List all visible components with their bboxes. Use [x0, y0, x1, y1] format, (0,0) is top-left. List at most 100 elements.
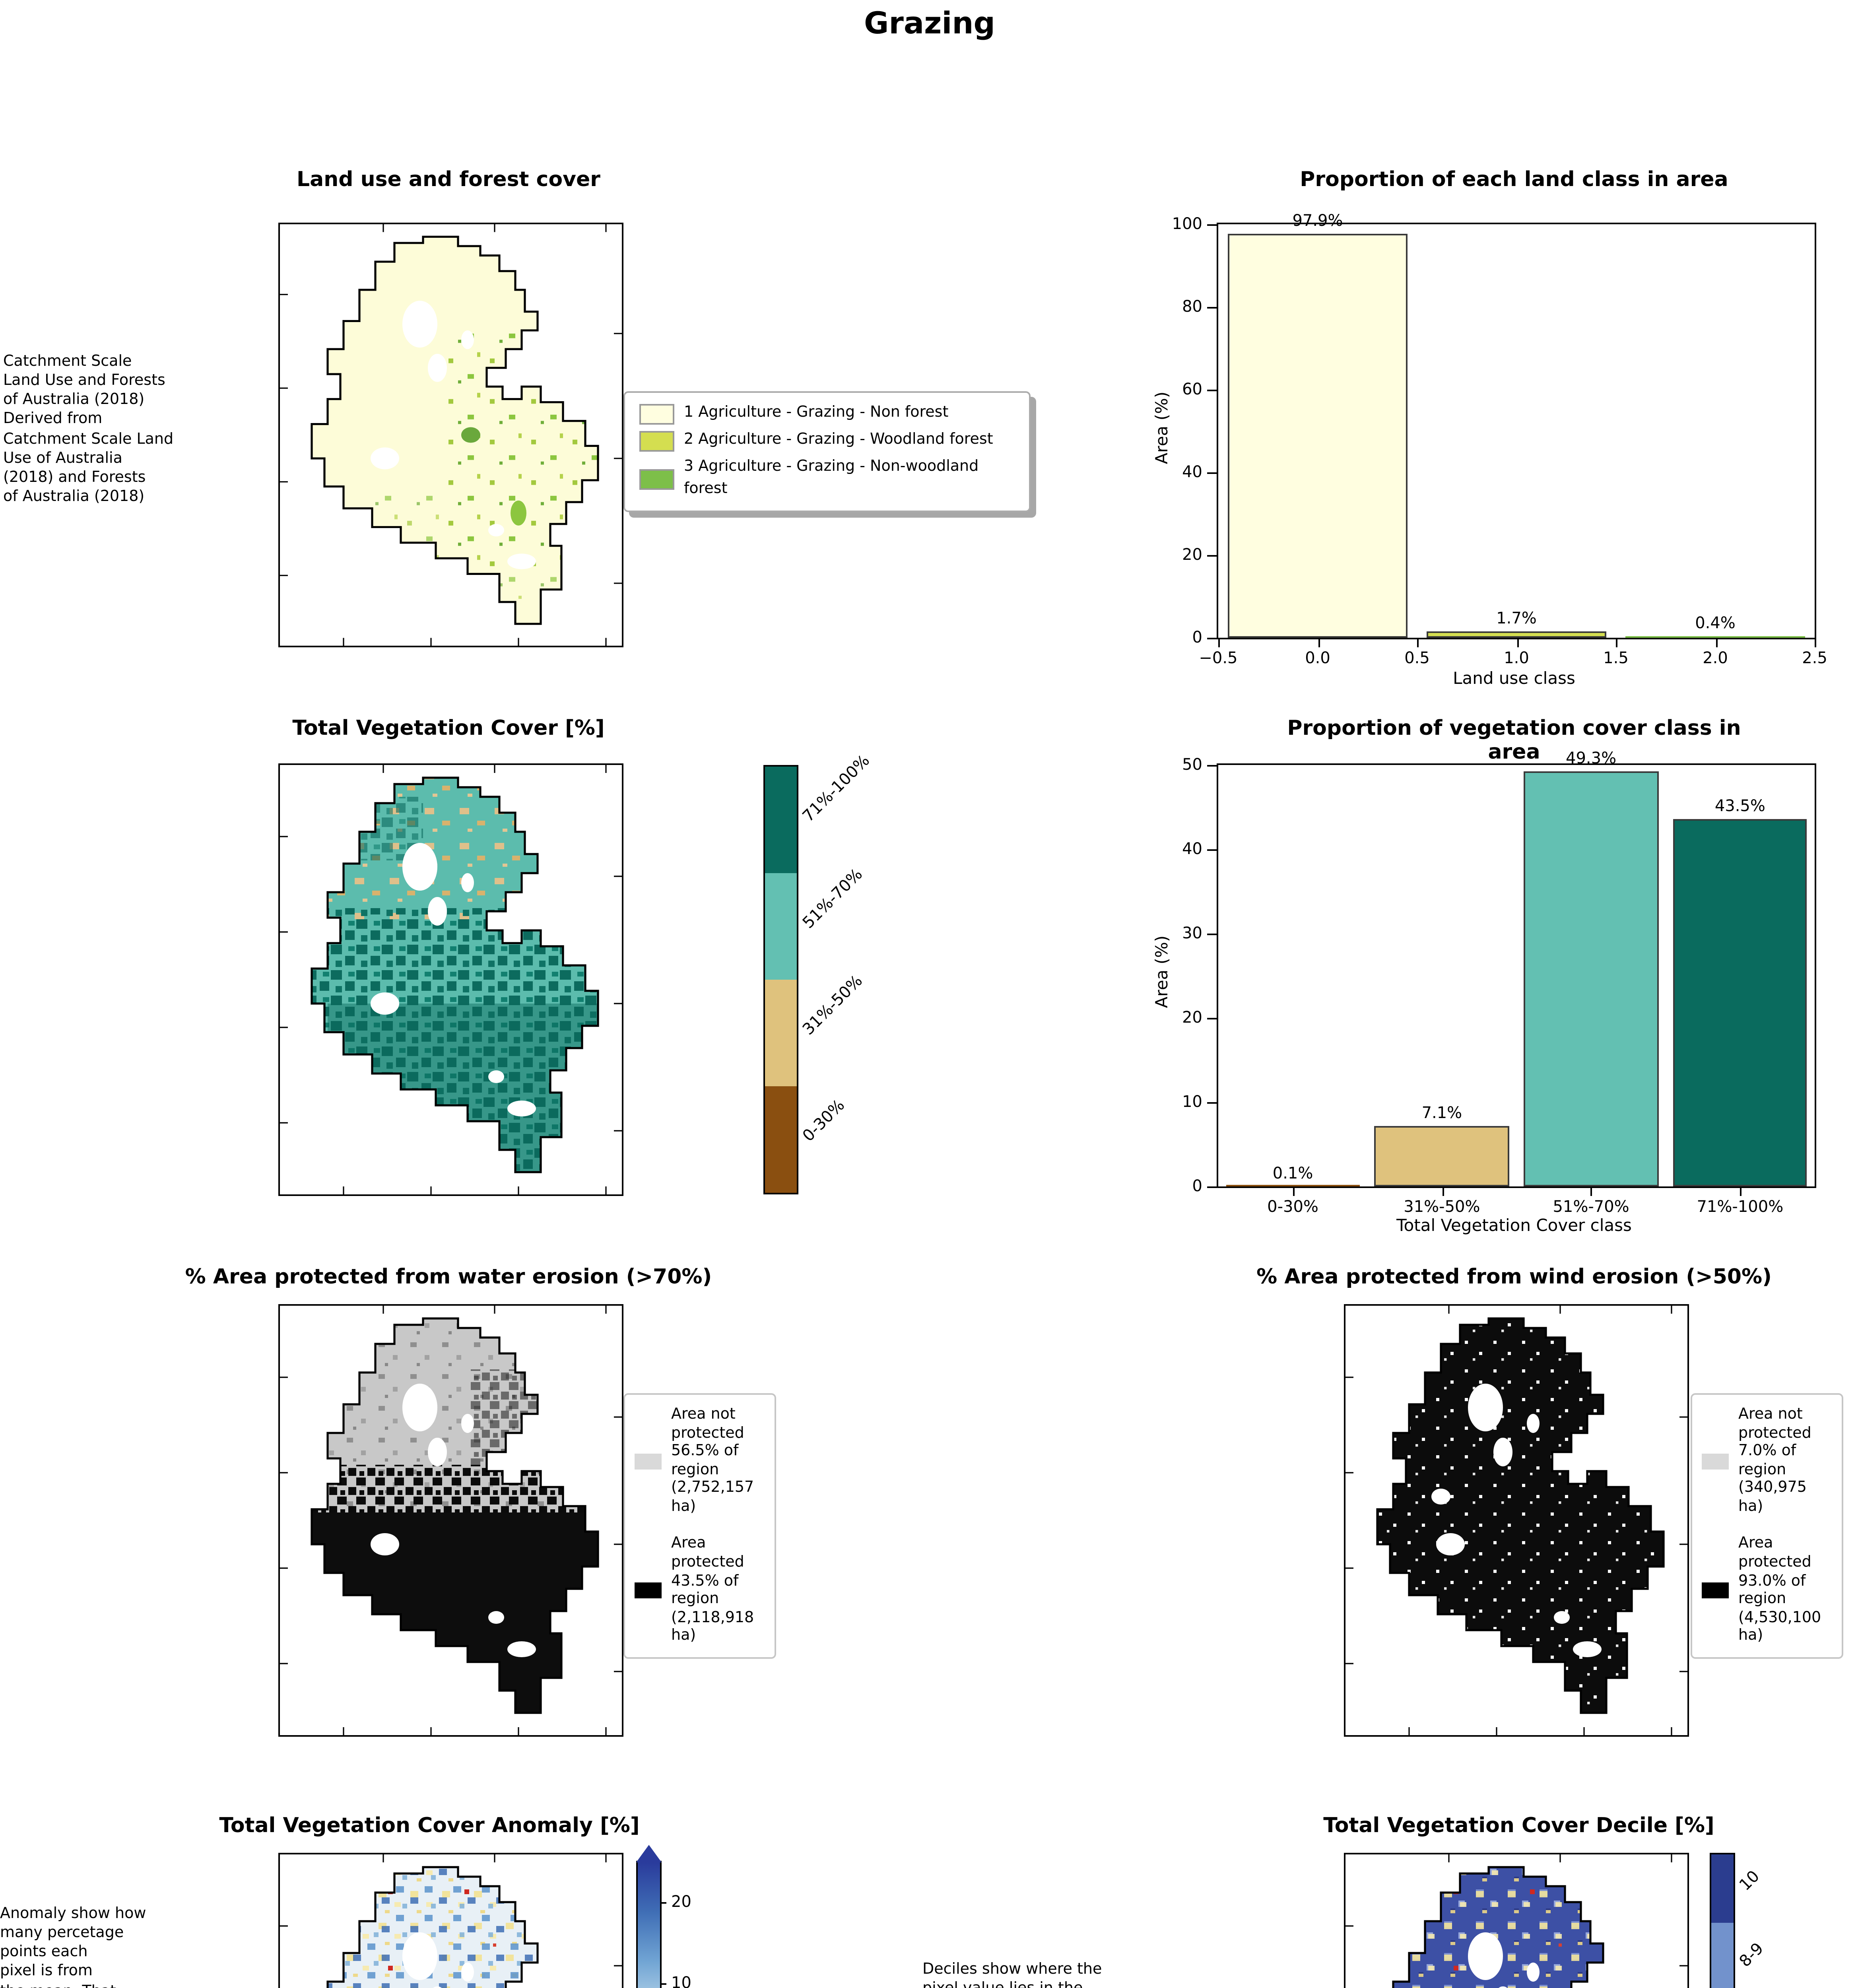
- y-tick: [1207, 1186, 1217, 1187]
- colorbar-segment: [765, 980, 797, 1086]
- x-tick: [1516, 638, 1518, 647]
- x-tick-label: 71%-100%: [1697, 1199, 1784, 1217]
- decile-map-svg: [1345, 1854, 1687, 1988]
- colorbar-tick: [660, 1902, 666, 1904]
- y-tick-label: 10: [1182, 1094, 1202, 1112]
- y-tick: [1207, 306, 1217, 308]
- colorbar-segment: [765, 873, 797, 980]
- y-tick: [1207, 764, 1217, 766]
- legend-swatch-nonforest: [639, 403, 674, 424]
- bar-value-label: 1.7%: [1496, 610, 1537, 628]
- legend-label: Area not protected 56.5% of region (2,75…: [671, 1406, 754, 1516]
- y-tick-label: 30: [1182, 926, 1202, 943]
- legend-swatch-protected: [635, 1582, 662, 1599]
- y-tick: [1207, 1101, 1217, 1103]
- x-tick: [1293, 1186, 1295, 1196]
- legend-item: Area protected 43.5% of region (2,118,91…: [635, 1536, 765, 1646]
- y-tick-label: 0: [1192, 1178, 1203, 1196]
- colorbar-label: 71%-100%: [800, 751, 874, 825]
- decile-note: Deciles show where the pixel value lies …: [922, 1961, 1102, 1988]
- colorbar-tick: [660, 1984, 666, 1986]
- anomaly-note: Anomaly show how many percetage points e…: [0, 1905, 146, 1988]
- veg-cover-map-svg: [280, 765, 622, 1194]
- y-tick: [1207, 554, 1217, 556]
- x-tick-label: 51%-70%: [1553, 1199, 1629, 1217]
- colorbar-segment: [1711, 1923, 1734, 1988]
- veg-class-chart-title: Proportion of vegetation cover class in …: [1287, 717, 1741, 765]
- colorbar-tick-label: 10: [671, 1975, 691, 1988]
- legend-swatch-protected: [1702, 1582, 1729, 1599]
- legend-item: 3 Agriculture - Grazing - Non-woodland f…: [639, 456, 1015, 501]
- y-tick: [1207, 223, 1217, 225]
- colorbar-segment: [765, 767, 797, 873]
- colorbar-label: 8-9: [1737, 1940, 1768, 1972]
- legend-item: Area protected 93.0% of region (4,530,10…: [1702, 1536, 1832, 1646]
- veg-cover-colorbar: 71%-100% 51%-70% 31%-50% 0-30%: [763, 751, 874, 1194]
- land-use-map-title: Land use and forest cover: [297, 169, 600, 192]
- water-erosion-map-svg: [280, 1306, 622, 1735]
- x-tick: [1442, 1186, 1444, 1196]
- land-use-map-svg: [280, 224, 622, 646]
- x-tick-label: 0.5: [1404, 650, 1430, 668]
- legend-swatch-nonwoodland: [639, 468, 674, 489]
- legend-label: 3 Agriculture - Grazing - Non-woodland f…: [684, 458, 979, 498]
- anomaly-colorbar: 20100−10−20: [636, 1845, 691, 1988]
- colorbar-arrow-top: [636, 1845, 662, 1862]
- legend-swatch-not-protected: [1702, 1453, 1729, 1469]
- decile-colorbar: 108-94-72-31: [1710, 1853, 1768, 1988]
- bar-value-label: 0.1%: [1272, 1165, 1313, 1182]
- bar: [1626, 636, 1805, 638]
- y-tick-label: 40: [1182, 464, 1202, 482]
- bar: [1524, 771, 1658, 1186]
- land-class-chart-plot: 97.9% 1.7% 0.4% 0 20 40 60 80 100 −0.5 0.0 0.5 1.0 1.…: [1172, 212, 1827, 668]
- legend-swatch-not-protected: [635, 1453, 662, 1469]
- legend-label: 1 Agriculture - Grazing - Non forest: [684, 404, 949, 421]
- y-tick-label: 100: [1172, 216, 1202, 234]
- land-class-chart-title: Proportion of each land class in area: [1300, 169, 1728, 192]
- decile-map: [1344, 1853, 1689, 1988]
- x-tick: [1740, 1186, 1742, 1196]
- wind-erosion-map-svg: [1345, 1306, 1687, 1735]
- legend-label: Area protected 93.0% of region (4,530,10…: [1738, 1535, 1821, 1645]
- wind-erosion-map-title: % Area protected from wind erosion (>50%…: [1256, 1266, 1772, 1290]
- legend-item: 1 Agriculture - Grazing - Non forest: [639, 402, 1015, 425]
- x-tick: [1815, 638, 1816, 647]
- bar-value-label: 7.1%: [1421, 1106, 1462, 1124]
- x-tick-label: 0-30%: [1267, 1199, 1318, 1217]
- x-tick: [1591, 1186, 1593, 1196]
- legend-item: Area not protected 7.0% of region (340,9…: [1702, 1406, 1832, 1516]
- x-tick: [1616, 638, 1617, 647]
- x-tick-label: 2.5: [1802, 650, 1827, 668]
- page-title: Grazing: [864, 6, 995, 41]
- decile-map-title: Total Vegetation Cover Decile [%]: [1323, 1815, 1714, 1839]
- water-erosion-legend: Area not protected 56.5% of region (2,75…: [623, 1393, 776, 1659]
- y-tick-label: 50: [1182, 757, 1202, 775]
- colorbar-tick-label: 20: [671, 1893, 691, 1911]
- y-tick-label: 20: [1182, 1010, 1202, 1027]
- colorbar-segment: [765, 1086, 797, 1193]
- veg-class-chart-xlabel: Total Vegetation Cover class: [1396, 1217, 1632, 1236]
- bar-value-label: 49.3%: [1566, 750, 1617, 768]
- land-use-legend: 1 Agriculture - Grazing - Non forest 2 A…: [623, 391, 1031, 512]
- bar: [1228, 233, 1408, 638]
- land-use-map: [278, 223, 623, 647]
- y-tick-label: 20: [1182, 547, 1202, 565]
- colorbar-label: 51%-70%: [800, 865, 867, 932]
- wind-erosion-legend: Area not protected 7.0% of region (340,9…: [1691, 1393, 1843, 1659]
- land-class-chart-xlabel: Land use class: [1453, 670, 1575, 689]
- legend-item: Area not protected 56.5% of region (2,75…: [635, 1406, 765, 1516]
- legend-swatch-woodland: [639, 430, 674, 451]
- y-tick-label: 40: [1182, 841, 1202, 859]
- bar: [1427, 631, 1606, 638]
- x-tick: [1218, 638, 1220, 647]
- y-tick: [1207, 389, 1217, 390]
- y-tick-label: 60: [1182, 382, 1202, 399]
- y-tick: [1207, 848, 1217, 850]
- anomaly-map-svg: [280, 1854, 622, 1988]
- colorbar-label: 0-30%: [800, 1096, 849, 1145]
- bar-value-label: 43.5%: [1714, 799, 1765, 817]
- x-tick-label: 2.0: [1703, 650, 1728, 668]
- legend-label: 2 Agriculture - Grazing - Woodland fores…: [684, 431, 993, 448]
- land-use-source-note: Catchment Scale Land Use and Forests of …: [3, 353, 174, 506]
- legend-item: 2 Agriculture - Grazing - Woodland fores…: [639, 429, 1015, 452]
